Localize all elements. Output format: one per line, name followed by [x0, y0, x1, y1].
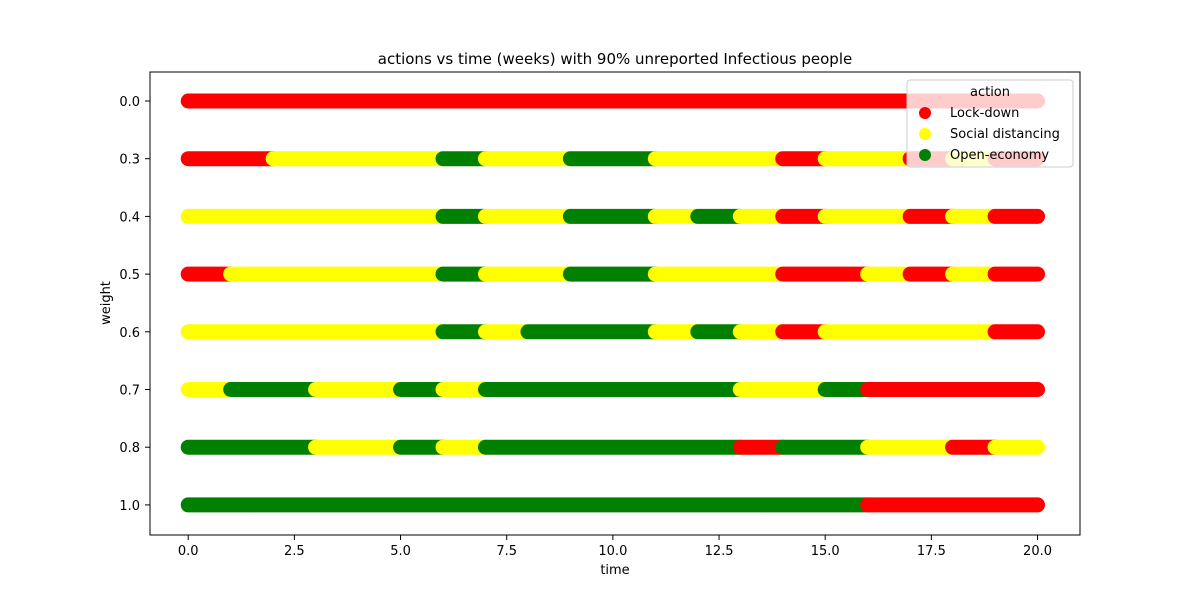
x-tick-label: 12.5 — [705, 544, 734, 559]
x-tick-label: 0.0 — [178, 544, 199, 559]
y-tick-label: 0.8 — [119, 441, 140, 456]
legend-marker — [919, 107, 931, 119]
plot-frame — [149, 71, 1081, 536]
x-tick-label: 2.5 — [284, 544, 305, 559]
chart-title: actions vs time (weeks) with 90% unrepor… — [378, 50, 852, 68]
legend: action Lock-down Social distancing Open-ec… — [906, 79, 1074, 168]
y-tick-label: 0.5 — [119, 268, 140, 283]
legend-box — [906, 79, 1074, 168]
x-tick-label: 17.5 — [917, 544, 946, 559]
legend-title: action — [970, 85, 1010, 100]
legend-label: Open-economy — [950, 148, 1049, 163]
y-tick-label: 0.7 — [119, 384, 140, 399]
legend-marker — [919, 128, 931, 140]
legend-label: Social distancing — [950, 127, 1060, 142]
legend-entry-social-distancing: Social distancing — [919, 127, 1060, 142]
x-tick-label: 10.0 — [598, 544, 627, 559]
y-tick-label: 1.0 — [119, 499, 140, 514]
legend-entry-open-economy: Open-economy — [919, 148, 1049, 163]
legend-entry-lock-down: Lock-down — [919, 106, 1019, 121]
y-tick-label: 0.4 — [119, 210, 140, 225]
legend-label: Lock-down — [950, 106, 1019, 121]
y-axis-title: weight — [99, 281, 114, 325]
y-axis: 0.0 0.3 0.4 0.5 0.6 0.7 0.8 1.0 — [119, 95, 150, 514]
legend-entries: Lock-down Social distancing Open-economy — [919, 106, 1060, 163]
x-tick-label: 5.0 — [390, 544, 411, 559]
x-axis: 0.0 2.5 5.0 7.5 10.0 12.5 15.0 17.5 20.0 — [178, 535, 1052, 559]
x-tick-label: 15.0 — [811, 544, 840, 559]
y-tick-label: 0.0 — [119, 95, 140, 110]
x-tick-label: 20.0 — [1023, 544, 1052, 559]
x-axis-title: time — [600, 563, 629, 578]
legend-marker — [919, 149, 931, 161]
x-tick-label: 7.5 — [496, 544, 517, 559]
y-tick-label: 0.6 — [119, 326, 140, 341]
y-tick-label: 0.3 — [119, 153, 140, 168]
